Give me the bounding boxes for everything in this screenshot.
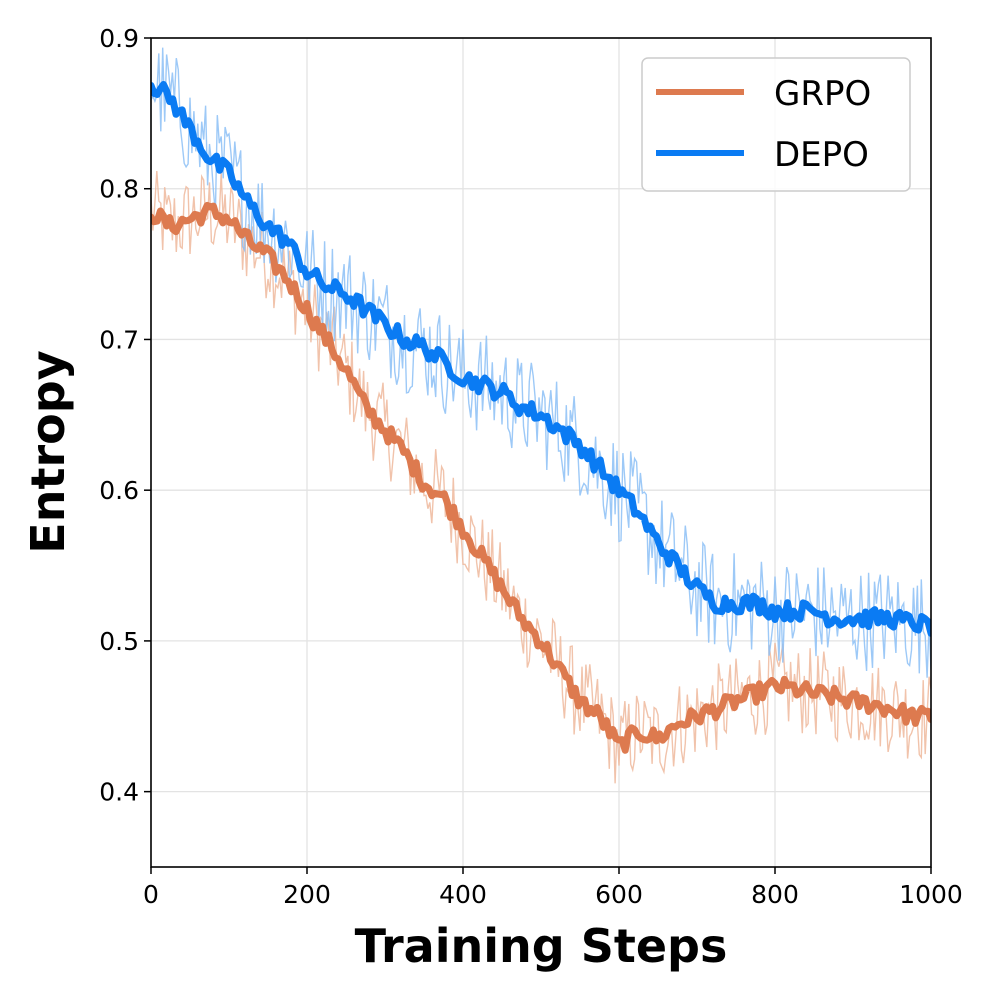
smoothed-series-lines (151, 81, 931, 754)
y-tick-label: 0.7 (99, 325, 139, 354)
plot-frame (150, 37, 932, 868)
y-tick-label: 0.5 (99, 627, 139, 656)
y-axis: 0.4 0.5 0.6 0.7 0.8 0.9 (99, 24, 151, 807)
x-tick-label: 400 (439, 880, 487, 909)
legend: GRPO DEPO (641, 57, 911, 192)
x-tick-label: 200 (283, 880, 331, 909)
x-tick-label: 600 (595, 880, 643, 909)
y-tick-label: 0.6 (99, 476, 139, 505)
x-axis: 0 200 400 600 800 1000 (143, 867, 963, 909)
y-tick-label: 0.9 (99, 24, 139, 53)
y-axis-title: Entropy (21, 350, 75, 553)
y-tick-label: 0.4 (99, 778, 139, 807)
legend-depo-label: DEPO (774, 135, 869, 175)
x-tick-label: 800 (751, 880, 799, 909)
x-tick-label: 1000 (899, 880, 963, 909)
raw-line-grpo (151, 170, 931, 784)
x-axis-title: Training Steps (355, 919, 728, 973)
series-line-depo (151, 81, 931, 637)
legend-grpo-label: GRPO (774, 74, 871, 114)
series-line-grpo (151, 201, 931, 754)
y-tick-label: 0.8 (99, 175, 139, 204)
x-tick-label: 0 (143, 880, 159, 909)
